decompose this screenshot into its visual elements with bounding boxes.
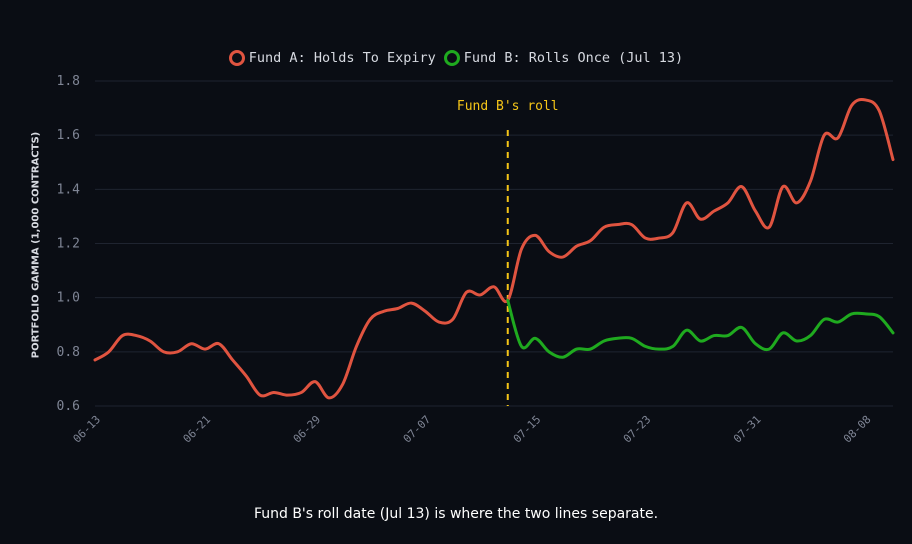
y-tick-label: 1.8	[57, 74, 80, 89]
y-tick-labels: 0.6 0.8 1.0 1.2 1.4 1.6 1.8	[57, 74, 81, 414]
series-line-fund-b	[506, 298, 895, 359]
x-tick-label: 08-08	[841, 413, 874, 446]
x-tick-label: 07-31	[731, 413, 764, 446]
x-tick-label: 06-29	[291, 413, 324, 446]
grid-lines	[95, 80, 893, 407]
x-tick-label: 07-23	[621, 413, 654, 446]
legend-label-fund-b: Fund B: Rolls Once (Jul 13)	[463, 50, 684, 66]
legend-item-fund-a[interactable]: Fund A: Holds To Expiry	[228, 50, 436, 66]
y-tick-label: 1.0	[57, 291, 80, 306]
legend-label-fund-a: Fund A: Holds To Expiry	[248, 50, 436, 66]
y-axis-label: PORTFOLIO GAMMA (1,000 CONTRACTS)	[30, 131, 42, 359]
roll-annotation-label: Fund B's roll	[457, 99, 559, 114]
y-tick-label: 1.2	[57, 237, 80, 252]
x-tick-label: 07-15	[511, 413, 544, 446]
x-tick-label: 06-13	[71, 413, 104, 446]
chart-caption: Fund B's roll date (Jul 13) is where the…	[253, 506, 659, 522]
series-line-fund-a	[93, 98, 895, 400]
y-tick-label: 0.8	[57, 345, 80, 360]
y-tick-label: 1.6	[57, 128, 80, 143]
legend: Fund A: Holds To Expiry Fund B: Rolls On…	[0, 50, 912, 66]
y-tick-label: 1.4	[57, 182, 81, 197]
x-tick-labels: 06-13 06-21 06-29 07-07 07-15 07-23 07-31 08-08	[71, 413, 874, 446]
x-tick-label: 06-21	[181, 413, 214, 446]
y-tick-label: 0.6	[57, 399, 80, 414]
series-lines	[93, 98, 895, 400]
legend-item-fund-b[interactable]: Fund B: Rolls Once (Jul 13)	[443, 50, 684, 66]
roll-annotation: Fund B's roll	[457, 99, 559, 406]
x-tick-label: 07-07	[401, 413, 434, 446]
legend-swatch-fund-b	[443, 50, 460, 66]
legend-swatch-fund-a	[228, 50, 245, 66]
